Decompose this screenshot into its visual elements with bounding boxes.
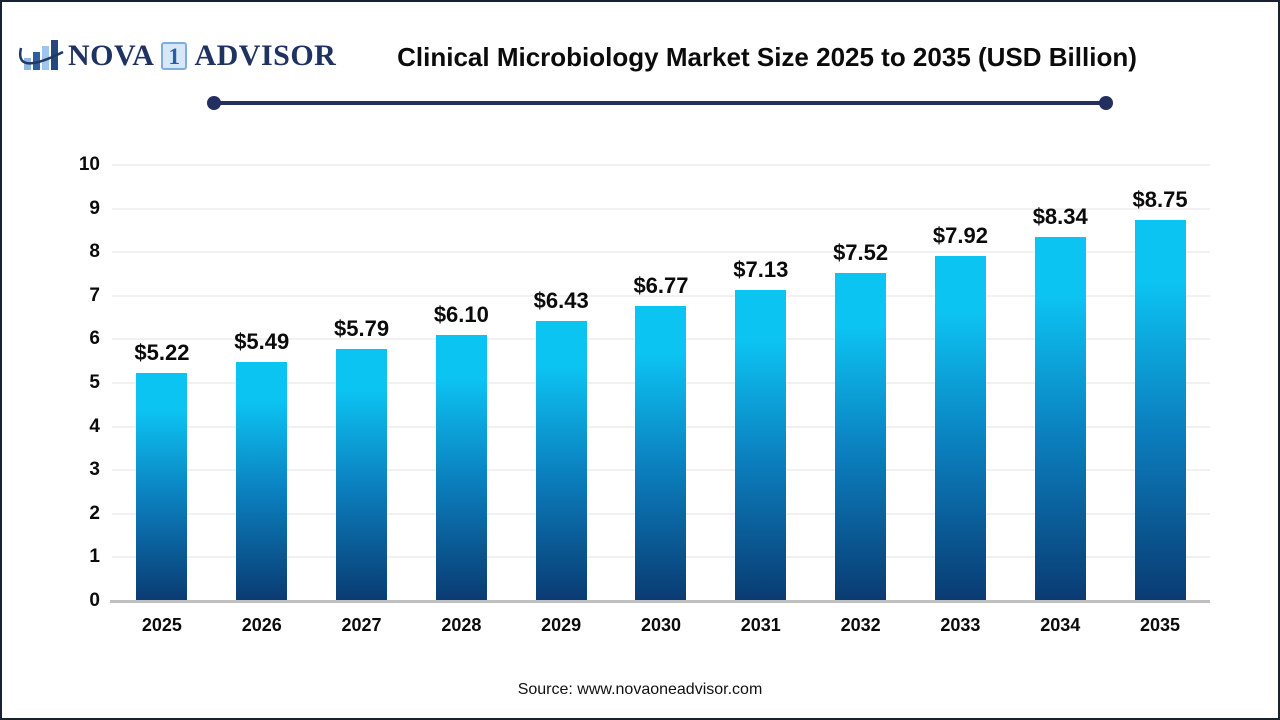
bar-series: $5.22 $5.49 $5.79 $6.10 $6.43 $6.77 $7.13 $7.52… — [112, 165, 1210, 601]
y-tick-label: 5 — [89, 372, 100, 393]
y-tick-label: 3 — [89, 459, 100, 481]
y-tick-label: 10 — [78, 154, 100, 175]
gridline — [112, 294, 1210, 297]
x-axis-label: 2034 — [1040, 615, 1081, 635]
bar-value-label: $5.49 — [234, 328, 290, 354]
y-tick-label: 1 — [89, 546, 100, 568]
bar-value-label: $5.79 — [334, 315, 390, 341]
bar-value-label: $5.22 — [134, 340, 190, 366]
bar-value-label: $7.92 — [932, 222, 988, 248]
y-tick-label: 7 — [89, 284, 100, 306]
bar — [236, 361, 288, 601]
bar-slot: $5.49 — [212, 328, 312, 601]
brand-logo: NOVA 1 ADVISOR — [18, 36, 336, 76]
bar — [934, 255, 986, 601]
bar — [535, 320, 587, 601]
logo-digit-box: 1 — [161, 42, 188, 70]
divider-right-dot — [1099, 96, 1113, 110]
y-tick-label: 2 — [89, 502, 100, 524]
bar-value-label: $8.34 — [1032, 204, 1088, 230]
x-axis-labels: 2025 2026 2027 2028 2029 2030 2031 2032 2033 2034… — [112, 615, 1210, 636]
bar-slot: $7.13 — [711, 259, 811, 601]
bar-value-label: $6.77 — [633, 272, 689, 298]
bar — [435, 335, 487, 601]
bar-value-label: $6.10 — [433, 302, 489, 328]
bar-slot: $7.92 — [911, 222, 1011, 601]
logo-digit: 1 — [168, 43, 181, 69]
gridline — [112, 207, 1210, 210]
bar-slot: $8.75 — [1110, 186, 1210, 601]
bar-slot: $7.52 — [811, 242, 911, 601]
x-axis-label: 2026 — [241, 615, 282, 635]
bar — [835, 273, 887, 601]
y-tick-label: 9 — [89, 197, 100, 219]
bar — [1134, 219, 1186, 601]
x-axis-label: 2028 — [441, 615, 482, 635]
divider-left-dot — [207, 96, 221, 110]
bar-slot: $6.43 — [511, 287, 611, 601]
bar — [635, 305, 687, 601]
bar-value-label: $7.13 — [733, 257, 789, 283]
source-attribution: Source: www.novaoneadvisor.com — [517, 681, 763, 698]
bar-chart-swoosh-icon — [18, 40, 64, 70]
y-axis-ticks: 0 1 2 3 4 5 6 7 8 9 10 — [54, 154, 100, 611]
y-tick-label: 6 — [89, 328, 100, 350]
bar-slot: $6.77 — [611, 272, 711, 601]
bar-value-label: $6.43 — [533, 287, 589, 313]
bar — [735, 290, 787, 601]
logo-word-nova: NOVA — [68, 39, 155, 72]
x-axis-label: 2032 — [840, 615, 881, 635]
bar-slot: $5.79 — [312, 315, 412, 601]
bar-slot: $5.22 — [112, 342, 212, 601]
bar-value-label: $7.52 — [833, 240, 889, 266]
x-axis-label: 2027 — [341, 615, 382, 635]
bar-slot: $8.34 — [1010, 206, 1110, 601]
x-axis-label: 2029 — [541, 615, 582, 635]
x-axis-label: 2033 — [940, 615, 981, 635]
y-tick-label: 8 — [89, 241, 100, 263]
plot-area: $5.22 $5.49 $5.79 $6.10 $6.43 $6.77 $7.13 $7.52… — [112, 164, 1210, 601]
bar-value-label: $8.75 — [1132, 186, 1188, 212]
x-axis-label: 2031 — [740, 615, 781, 635]
bar — [1034, 237, 1086, 601]
gridline — [112, 164, 1210, 166]
bar — [336, 348, 388, 601]
bar — [136, 373, 188, 601]
y-tick-label: 0 — [89, 590, 100, 611]
gridline — [112, 251, 1210, 254]
page-title: Clinical Microbiology Market Size 2025 t… — [397, 42, 1137, 72]
x-axis-line — [110, 600, 1210, 603]
title-divider-line — [214, 101, 1107, 105]
bar-slot: $6.10 — [411, 304, 511, 601]
y-tick-label: 4 — [89, 415, 100, 437]
logo-word-advisor: ADVISOR — [194, 39, 337, 72]
x-axis-label: 2035 — [1140, 615, 1181, 635]
x-axis-label: 2030 — [640, 615, 681, 635]
x-axis-label: 2025 — [141, 615, 182, 635]
